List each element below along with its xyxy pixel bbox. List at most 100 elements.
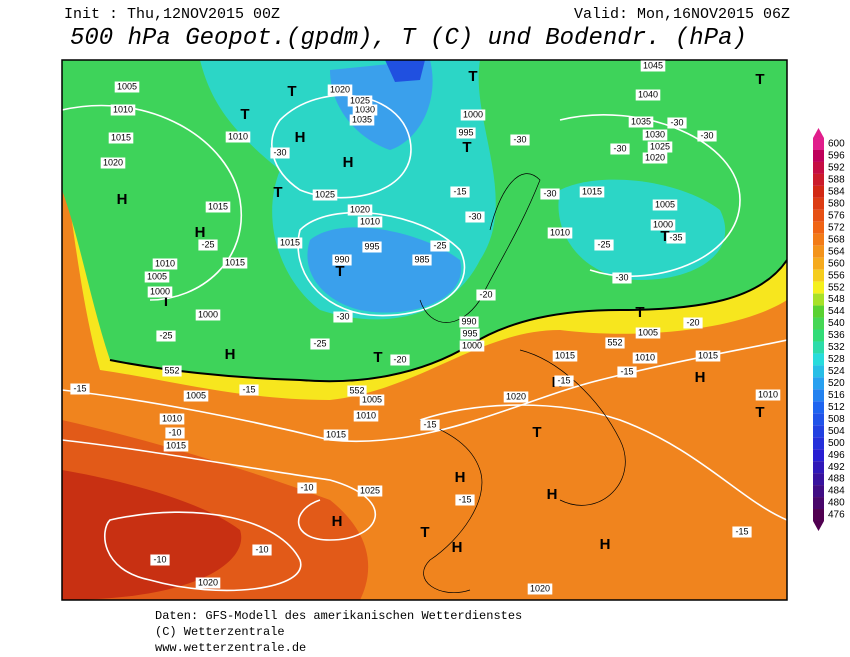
label-box	[755, 389, 781, 401]
contour-label: 1010	[162, 413, 182, 423]
contour-label: -10	[153, 554, 166, 564]
contour-label: 1035	[631, 116, 651, 126]
label-box	[162, 365, 182, 377]
colorbar-swatch	[813, 209, 824, 222]
label-box	[347, 204, 373, 216]
coastlines	[419, 173, 626, 593]
colorbar-label: 492	[828, 462, 845, 473]
contour-label: -15	[242, 384, 255, 394]
contour-label: 1015	[208, 201, 228, 211]
blue-area-north	[330, 60, 433, 150]
contour-label: 1015	[166, 440, 186, 450]
contour-label: 1010	[155, 258, 175, 268]
deep-blue-area	[385, 60, 425, 82]
hot-area	[62, 470, 242, 600]
colorbar-swatch	[813, 197, 824, 210]
contour-label: -10	[300, 482, 313, 492]
label-box	[144, 271, 170, 283]
pressure-system: T	[161, 293, 170, 310]
label-box	[110, 104, 136, 116]
contour-label: 1025	[650, 141, 670, 151]
colorbar-label: 512	[828, 402, 845, 413]
label-box	[450, 186, 470, 198]
colorbar-label: 516	[828, 390, 845, 401]
contour-label: -30	[700, 130, 713, 140]
label-box	[297, 482, 317, 494]
pressure-system: T	[462, 139, 471, 156]
contour-label: 1005	[147, 271, 167, 281]
contour-label: 1015	[555, 350, 575, 360]
colorbar-swatch	[813, 389, 824, 402]
label-box	[252, 544, 272, 556]
label-box	[108, 132, 134, 144]
colorbar-swatch	[813, 509, 824, 521]
contour-label: -20	[479, 289, 492, 299]
contour-label: 552	[349, 385, 364, 395]
label-box	[353, 410, 379, 422]
colorbar-label: 480	[828, 498, 845, 509]
pressure-system: H	[452, 539, 463, 556]
contour-label: 1020	[350, 204, 370, 214]
contour-label: 990	[461, 316, 476, 326]
label-box	[332, 254, 352, 266]
pressure-system: H	[695, 369, 706, 386]
label-box	[312, 189, 338, 201]
label-box	[147, 286, 173, 298]
pressure-system: H	[117, 191, 128, 208]
contour-label: 1020	[530, 583, 550, 593]
label-box	[159, 413, 185, 425]
contour-label: 1015	[698, 350, 718, 360]
label-box	[412, 254, 432, 266]
contour-label: -10	[255, 544, 268, 554]
label-box	[100, 157, 126, 169]
colorbar-label: 588	[828, 175, 845, 186]
label-box	[476, 289, 496, 301]
contour-label: -35	[669, 232, 682, 242]
label-box	[239, 384, 259, 396]
label-box	[323, 429, 349, 441]
contour-label: -30	[613, 143, 626, 153]
colorbar-bottom-arrow	[813, 520, 824, 531]
colorbar-label: 476	[828, 510, 845, 521]
label-box	[225, 131, 251, 143]
label-box	[327, 84, 353, 96]
pressure-system: T	[468, 68, 477, 85]
contour-label: 1000	[198, 309, 218, 319]
colorbar-label: 572	[828, 222, 845, 233]
contour-label: -15	[557, 375, 570, 385]
contour-label: -30	[543, 188, 556, 198]
footer-source: Daten: GFS-Modell des amerikanischen Wet…	[155, 609, 522, 623]
label-box	[527, 583, 553, 595]
colorbar-label: 544	[828, 306, 845, 317]
label-box	[554, 375, 574, 387]
colorbar-label: 500	[828, 438, 845, 449]
label-box	[552, 350, 578, 362]
contour-label: 1010	[113, 104, 133, 114]
label-box	[195, 309, 221, 321]
label-box	[352, 104, 378, 116]
label-box	[652, 199, 678, 211]
colorbar-label: 596	[828, 151, 845, 162]
label-box	[628, 116, 654, 128]
contour-label: 1030	[355, 104, 375, 114]
contour-label: -15	[458, 494, 471, 504]
pressure-system: T	[532, 424, 541, 441]
colorbar-label: 584	[828, 187, 845, 198]
colorbar-swatch	[813, 233, 824, 246]
contour-label: 1005	[117, 81, 137, 91]
contour-label: 1000	[150, 286, 170, 296]
blue-area	[307, 227, 462, 313]
colorbar-label: 592	[828, 163, 845, 174]
contour-label: 1005	[638, 327, 658, 337]
contour-label: -10	[168, 427, 181, 437]
colorbar-label: 580	[828, 198, 845, 209]
colorbar-swatch	[813, 185, 824, 198]
contour-label: -15	[423, 419, 436, 429]
colorbar-swatch	[813, 257, 824, 270]
pressure-system: T	[240, 106, 249, 123]
contour-label: 1025	[350, 95, 370, 105]
pressure-system: T	[287, 83, 296, 100]
contour-label: -15	[620, 366, 633, 376]
pressure-system: T	[660, 228, 669, 245]
colorbar-label: 560	[828, 258, 845, 269]
